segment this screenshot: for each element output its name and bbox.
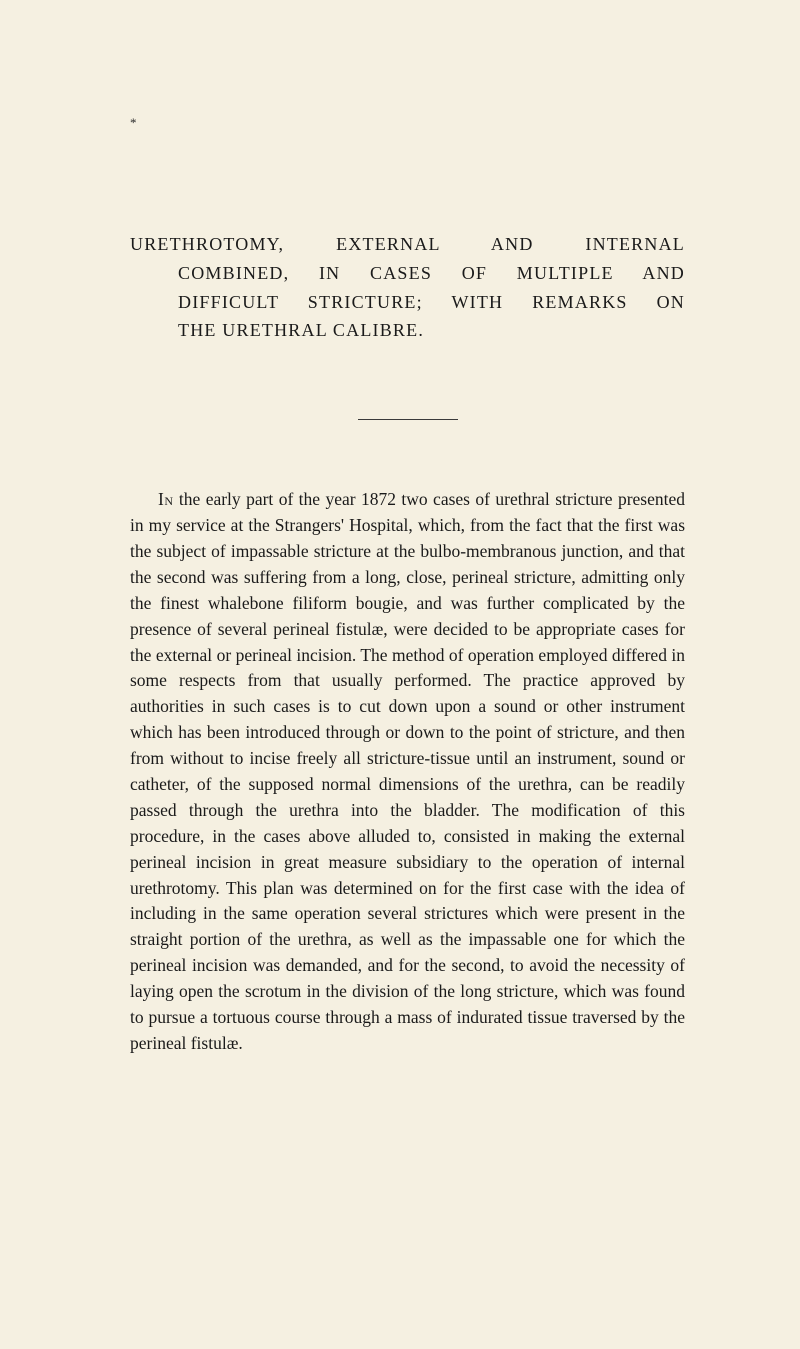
body-paragraph: In the early part of the year 1872 two c… bbox=[130, 487, 685, 1057]
separator-container bbox=[130, 407, 685, 425]
document-page: * URETHROTOMY, EXTERNAL AND INTERNAL COM… bbox=[0, 0, 800, 1349]
title-block: URETHROTOMY, EXTERNAL AND INTERNAL COMBI… bbox=[130, 230, 685, 345]
title-line-3: DIFFICULT STRICTURE; WITH REMARKS ON bbox=[130, 288, 685, 317]
title-line-4: THE URETHRAL CALIBRE. bbox=[130, 316, 685, 345]
body-text-content: the early part of the year 1872 two case… bbox=[130, 489, 685, 1053]
title-line-1: URETHROTOMY, EXTERNAL AND INTERNAL bbox=[130, 230, 685, 259]
horizontal-rule bbox=[358, 419, 458, 420]
corner-marker: * bbox=[130, 115, 137, 131]
title-line-2: COMBINED, IN CASES OF MULTIPLE AND bbox=[130, 259, 685, 288]
first-word-smallcap: In bbox=[158, 489, 174, 509]
